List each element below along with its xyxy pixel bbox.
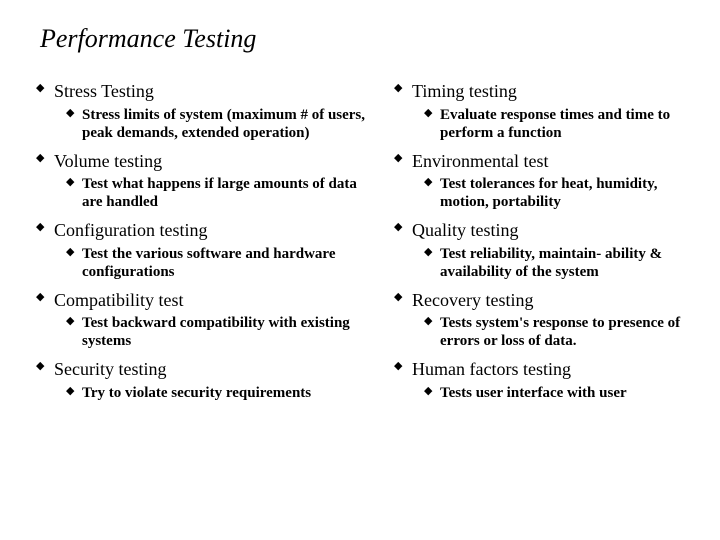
sub-text: Test what happens if large amounts of da… [82, 175, 376, 211]
item-heading: Environmental test [412, 150, 690, 173]
diamond-icon: ◆ [394, 83, 402, 94]
sub-item: ◆ Tests user interface with user [412, 384, 690, 402]
sub-item: ◆ Evaluate response times and time to pe… [412, 106, 690, 142]
diamond-icon: ◆ [66, 177, 74, 188]
sub-item: ◆ Stress limits of system (maximum # of … [54, 106, 376, 142]
sub-item: ◆ Test tolerances for heat, humidity, mo… [412, 175, 690, 211]
right-column: ◆ Timing testing ◆ Evaluate response tim… [394, 80, 690, 410]
left-column: ◆ Stress Testing ◆ Stress limits of syst… [36, 80, 376, 410]
diamond-icon: ◆ [394, 292, 402, 303]
item-heading: Human factors testing [412, 358, 690, 381]
diamond-icon: ◆ [36, 292, 44, 303]
item-heading: Recovery testing [412, 289, 690, 312]
item-heading: Compatibility test [54, 289, 376, 312]
sub-text: Test the various software and hardware c… [82, 245, 376, 281]
item-heading: Configuration testing [54, 219, 376, 242]
sub-text: Evaluate response times and time to perf… [440, 106, 690, 142]
sub-text: Try to violate security requirements [82, 384, 376, 402]
sub-text: Tests system's response to presence of e… [440, 314, 690, 350]
diamond-icon: ◆ [36, 222, 44, 233]
list-item: ◆ Recovery testing ◆ Tests system's resp… [394, 289, 690, 351]
sub-item: ◆ Tests system's response to presence of… [412, 314, 690, 350]
slide-title: Performance Testing [40, 24, 690, 54]
list-item: ◆ Volume testing ◆ Test what happens if … [36, 150, 376, 212]
item-heading: Timing testing [412, 80, 690, 103]
diamond-icon: ◆ [424, 316, 432, 327]
list-item: ◆ Environmental test ◆ Test tolerances f… [394, 150, 690, 212]
diamond-icon: ◆ [424, 177, 432, 188]
diamond-icon: ◆ [66, 386, 74, 397]
diamond-icon: ◆ [394, 361, 402, 372]
diamond-icon: ◆ [66, 108, 74, 119]
diamond-icon: ◆ [36, 83, 44, 94]
list-item: ◆ Timing testing ◆ Evaluate response tim… [394, 80, 690, 142]
sub-item: ◆ Try to violate security requirements [54, 384, 376, 402]
diamond-icon: ◆ [424, 247, 432, 258]
item-heading: Volume testing [54, 150, 376, 173]
sub-item: ◆ Test reliability, maintain- ability & … [412, 245, 690, 281]
sub-text: Stress limits of system (maximum # of us… [82, 106, 376, 142]
sub-text: Test tolerances for heat, humidity, moti… [440, 175, 690, 211]
list-item: ◆ Quality testing ◆ Test reliability, ma… [394, 219, 690, 281]
diamond-icon: ◆ [66, 316, 74, 327]
sub-text: Tests user interface with user [440, 384, 690, 402]
sub-text: Test reliability, maintain- ability & av… [440, 245, 690, 281]
diamond-icon: ◆ [66, 247, 74, 258]
item-heading: Stress Testing [54, 80, 376, 103]
diamond-icon: ◆ [394, 222, 402, 233]
list-item: ◆ Human factors testing ◆ Tests user int… [394, 358, 690, 402]
diamond-icon: ◆ [36, 361, 44, 372]
sub-item: ◆ Test backward compatibility with exist… [54, 314, 376, 350]
sub-item: ◆ Test the various software and hardware… [54, 245, 376, 281]
diamond-icon: ◆ [36, 153, 44, 164]
sub-text: Test backward compatibility with existin… [82, 314, 376, 350]
list-item: ◆ Compatibility test ◆ Test backward com… [36, 289, 376, 351]
list-item: ◆ Configuration testing ◆ Test the vario… [36, 219, 376, 281]
list-item: ◆ Security testing ◆ Try to violate secu… [36, 358, 376, 402]
list-item: ◆ Stress Testing ◆ Stress limits of syst… [36, 80, 376, 142]
item-heading: Security testing [54, 358, 376, 381]
sub-item: ◆ Test what happens if large amounts of … [54, 175, 376, 211]
diamond-icon: ◆ [394, 153, 402, 164]
content-columns: ◆ Stress Testing ◆ Stress limits of syst… [36, 80, 690, 410]
diamond-icon: ◆ [424, 108, 432, 119]
item-heading: Quality testing [412, 219, 690, 242]
diamond-icon: ◆ [424, 386, 432, 397]
